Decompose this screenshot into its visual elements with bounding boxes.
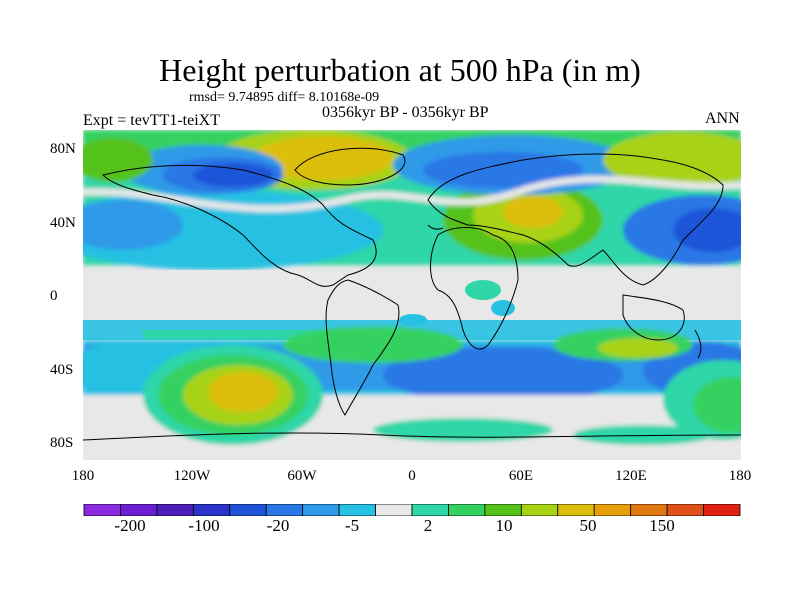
cbar-label-7: 150 [649, 516, 675, 535]
colorbar-swatch [338, 504, 376, 516]
sh-field [83, 327, 741, 460]
lat-label-40n: 40N [50, 215, 76, 231]
plot-title: Height perturbation at 500 hPa (in m) [159, 52, 641, 88]
lat-label-80s: 80S [50, 435, 74, 451]
lon-label-180e: 180 [728, 468, 752, 484]
contour-map [83, 130, 741, 460]
colorbar-swatch [302, 504, 340, 516]
colorbar-swatch [229, 504, 267, 516]
colorbar-swatch [484, 504, 522, 516]
lat-label-80n: 80N [50, 141, 76, 157]
lon-label-0: 0 [408, 468, 416, 484]
colorbar-swatch [192, 504, 231, 516]
colorbar-swatch [120, 504, 158, 516]
cbar-label-5: 10 [495, 516, 513, 535]
lon-label-60e: 60E [508, 468, 534, 484]
colorbar [83, 504, 741, 516]
colorbar-swatch [448, 504, 486, 516]
colorbar-swatch [156, 504, 194, 516]
lat-label-eq: 0 [50, 288, 58, 304]
period-label: 0356kyr BP - 0356kyr BP [322, 104, 489, 121]
colorbar-swatch [703, 504, 741, 516]
coastlines [83, 147, 741, 441]
cbar-label-4: 2 [423, 516, 433, 535]
season-label: ANN [705, 110, 740, 127]
lon-label-120e: 120E [615, 468, 647, 484]
colorbar-swatch [83, 504, 121, 516]
colorbar-swatch [520, 504, 559, 516]
colorbar-swatch [630, 504, 668, 516]
lon-label-180w: 180 [71, 468, 95, 484]
colorbar-swatch [557, 504, 595, 516]
experiment-label: Expt = tevTT1-teiXT [83, 112, 220, 129]
cbar-label-0: -200 [114, 516, 146, 535]
cbar-label-3: -5 [344, 516, 360, 535]
stats-line: rmsd= 9.74895 diff= 8.10168e-09 [189, 90, 380, 105]
lon-label-120w: 120W [173, 468, 211, 484]
cbar-label-6: 50 [579, 516, 597, 535]
nh-field [83, 130, 741, 270]
cbar-label-1: -100 [188, 516, 220, 535]
cbar-label-2: -20 [266, 516, 290, 535]
colorbar-swatch [666, 504, 704, 516]
colorbar-swatch [375, 504, 413, 516]
colorbar-swatch [593, 504, 632, 516]
colorbar-swatch [411, 504, 449, 516]
lat-label-40s: 40S [50, 362, 74, 378]
lon-label-60w: 60W [287, 468, 317, 484]
colorbar-swatch [265, 504, 304, 516]
